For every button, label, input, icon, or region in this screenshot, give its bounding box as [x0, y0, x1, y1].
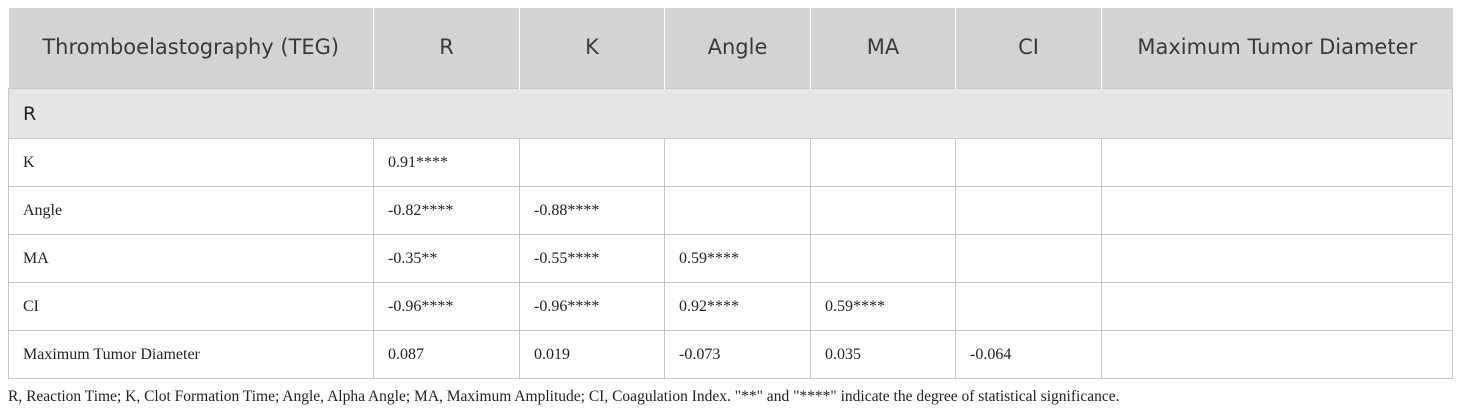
row-label: Angle [8, 186, 374, 235]
header-cell: K [519, 8, 665, 89]
row-label: CI [8, 282, 374, 331]
cell: -0.82**** [373, 186, 520, 235]
empty-cell [519, 138, 665, 187]
row: Maximum Tumor Diameter 0.087 0.019 -0.073 0.… [8, 330, 1453, 379]
cell: -0.35** [373, 234, 520, 283]
section-row: R [8, 88, 1453, 139]
empty-cell [664, 138, 811, 187]
cell: -0.073 [664, 330, 811, 379]
empty-cell [955, 138, 1102, 187]
empty-cell [1101, 330, 1453, 379]
header-cell: Angle [664, 8, 811, 89]
header-cell: Maximum Tumor Diameter [1101, 8, 1453, 89]
row: CI -0.96**** -0.96**** 0.92**** 0.59**** [8, 282, 1453, 331]
footnote: R, Reaction Time; K, Clot Formation Time… [8, 388, 1120, 405]
empty-cell [1101, 138, 1453, 187]
cell: -0.064 [955, 330, 1102, 379]
correlation-table: Thromboelastography (TEG) R K Angle MA CI Maxi… [8, 8, 1453, 379]
empty-cell [955, 186, 1102, 235]
cell: -0.96**** [519, 282, 665, 331]
cell: -0.55**** [519, 234, 665, 283]
cell: 0.59**** [664, 234, 811, 283]
cell: 0.019 [519, 330, 665, 379]
empty-cell [955, 234, 1102, 283]
row-label: K [8, 138, 374, 187]
header-cell: MA [810, 8, 956, 89]
header-row: Thromboelastography (TEG) R K Angle MA CI Maxi… [8, 8, 1453, 89]
cell: -0.96**** [373, 282, 520, 331]
empty-cell [810, 186, 956, 235]
row-label: MA [8, 234, 374, 283]
cell: -0.88**** [519, 186, 665, 235]
table-body: R K 0.91**** Angle -0.82**** -0.88**** MA -0.35… [8, 88, 1453, 379]
row: MA -0.35** -0.55**** 0.59**** [8, 234, 1453, 283]
cell: 0.92**** [664, 282, 811, 331]
empty-cell [1101, 186, 1453, 235]
section-cell: R [8, 88, 1453, 139]
empty-cell [1101, 282, 1453, 331]
cell: 0.91**** [373, 138, 520, 187]
empty-cell [810, 234, 956, 283]
row-label: Maximum Tumor Diameter [8, 330, 374, 379]
empty-cell [1101, 234, 1453, 283]
row: Angle -0.82**** -0.88**** [8, 186, 1453, 235]
empty-cell [955, 282, 1102, 331]
cell: 0.59**** [810, 282, 956, 331]
cell: 0.035 [810, 330, 956, 379]
empty-cell [810, 138, 956, 187]
header-cell: R [373, 8, 520, 89]
empty-cell [664, 186, 811, 235]
cell: 0.087 [373, 330, 520, 379]
row: K 0.91**** [8, 138, 1453, 187]
header-cell: CI [955, 8, 1102, 89]
header-cell: Thromboelastography (TEG) [8, 8, 374, 89]
